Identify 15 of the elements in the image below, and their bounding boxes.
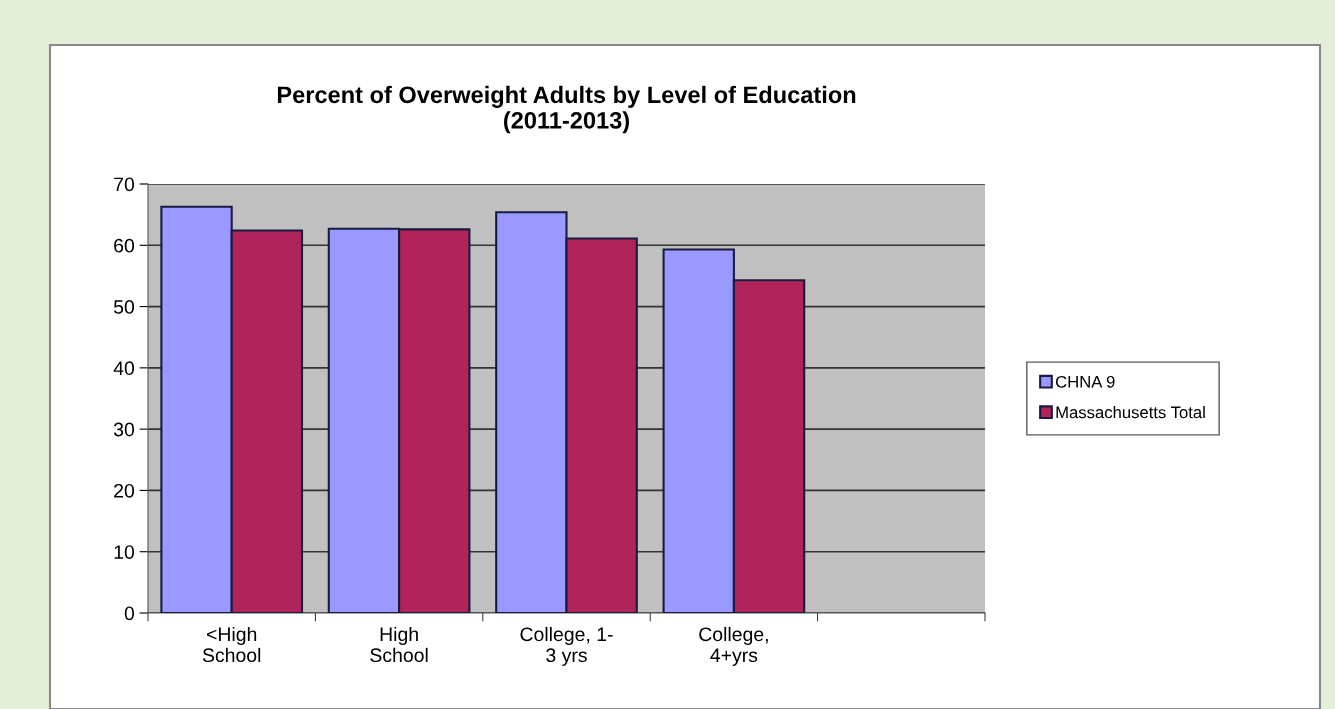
x-tick-label: <High School bbox=[202, 626, 261, 663]
y-tick-label: 10 bbox=[114, 545, 135, 559]
x-tick-label: College, 1- 3 yrs bbox=[520, 626, 613, 666]
chart-title: Percent of Overweight Adults by Level of Education (2011-2013) bbox=[277, 85, 856, 134]
x-tick-label: High School bbox=[370, 626, 428, 663]
x-tick-label: College, 4+yrs bbox=[699, 626, 768, 666]
y-tick-label: 0 bbox=[124, 606, 135, 621]
y-tick-label: 20 bbox=[114, 483, 135, 498]
y-tick-label: 70 bbox=[114, 177, 135, 192]
y-tick-label: 50 bbox=[113, 300, 135, 314]
y-tick-label: 60 bbox=[114, 238, 135, 253]
legend-label: CHNA 9 bbox=[1055, 375, 1115, 388]
legend-label: Massachusetts Total bbox=[1056, 406, 1205, 419]
y-tick-label: 30 bbox=[113, 422, 135, 437]
y-tick-label: 40 bbox=[113, 361, 135, 376]
